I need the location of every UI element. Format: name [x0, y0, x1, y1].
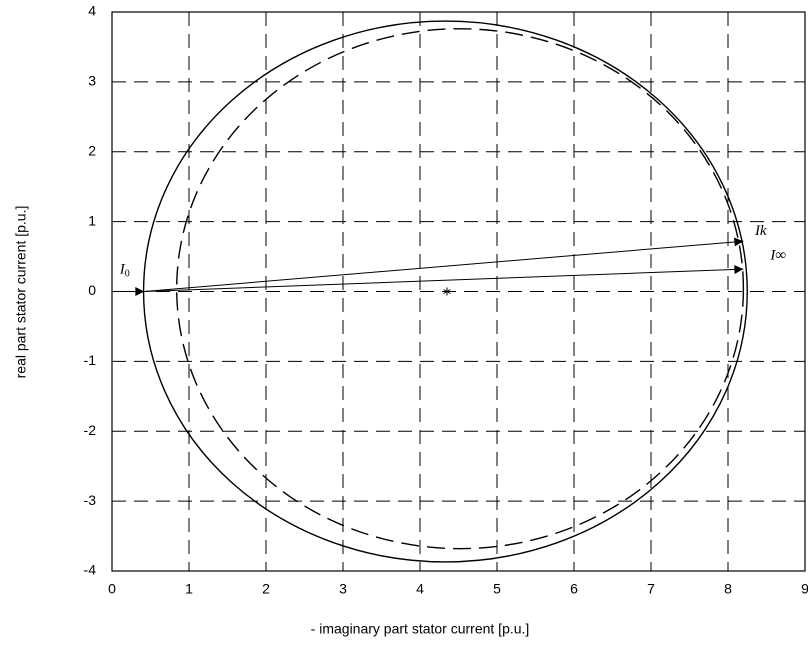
y-axis-label: real part stator current [p.u.]: [13, 206, 29, 379]
x-tick-label: 4: [416, 581, 424, 597]
y-tick-label: 4: [88, 3, 96, 19]
y-tick-label: -4: [84, 562, 97, 578]
plot-frame: [111, 11, 806, 572]
y-tick-label: -2: [84, 422, 97, 438]
phasor-label-main: I: [119, 262, 126, 278]
current-phasor: [144, 237, 744, 292]
center-marker: [443, 287, 451, 296]
y-tick-label: -3: [84, 492, 97, 508]
phasor-label: Ik: [754, 224, 767, 240]
y-tick-label: 0: [88, 282, 96, 298]
current-phasor: [144, 264, 744, 292]
x-tick-label: 5: [493, 581, 501, 597]
center-marker-stroke: [443, 289, 451, 294]
x-tick-label: 0: [108, 581, 116, 597]
y-tick-label: 3: [88, 73, 96, 89]
y-tick-label: 1: [88, 212, 96, 228]
x-axis-label: - imaginary part stator current [p.u.]: [311, 621, 530, 637]
phasor-label: I∞: [769, 248, 786, 264]
y-tick-label: -1: [84, 352, 97, 368]
x-tick-label: 3: [339, 581, 347, 597]
x-tick-label: 1: [185, 581, 193, 597]
x-tick-label: 8: [724, 581, 732, 597]
x-tick-label: 2: [262, 581, 270, 597]
x-tick-label: 6: [570, 581, 578, 597]
y-tick-label: 2: [88, 142, 96, 158]
phasor-label-main: I∞: [769, 248, 786, 264]
locus-circle: [175, 28, 745, 550]
phasor-label: I0: [119, 262, 130, 280]
x-tick-label: 7: [647, 581, 655, 597]
x-tick-label: 9: [801, 581, 808, 597]
phasor-label-main: Ik: [754, 224, 767, 240]
phasor-label-sub: 0: [125, 269, 130, 280]
